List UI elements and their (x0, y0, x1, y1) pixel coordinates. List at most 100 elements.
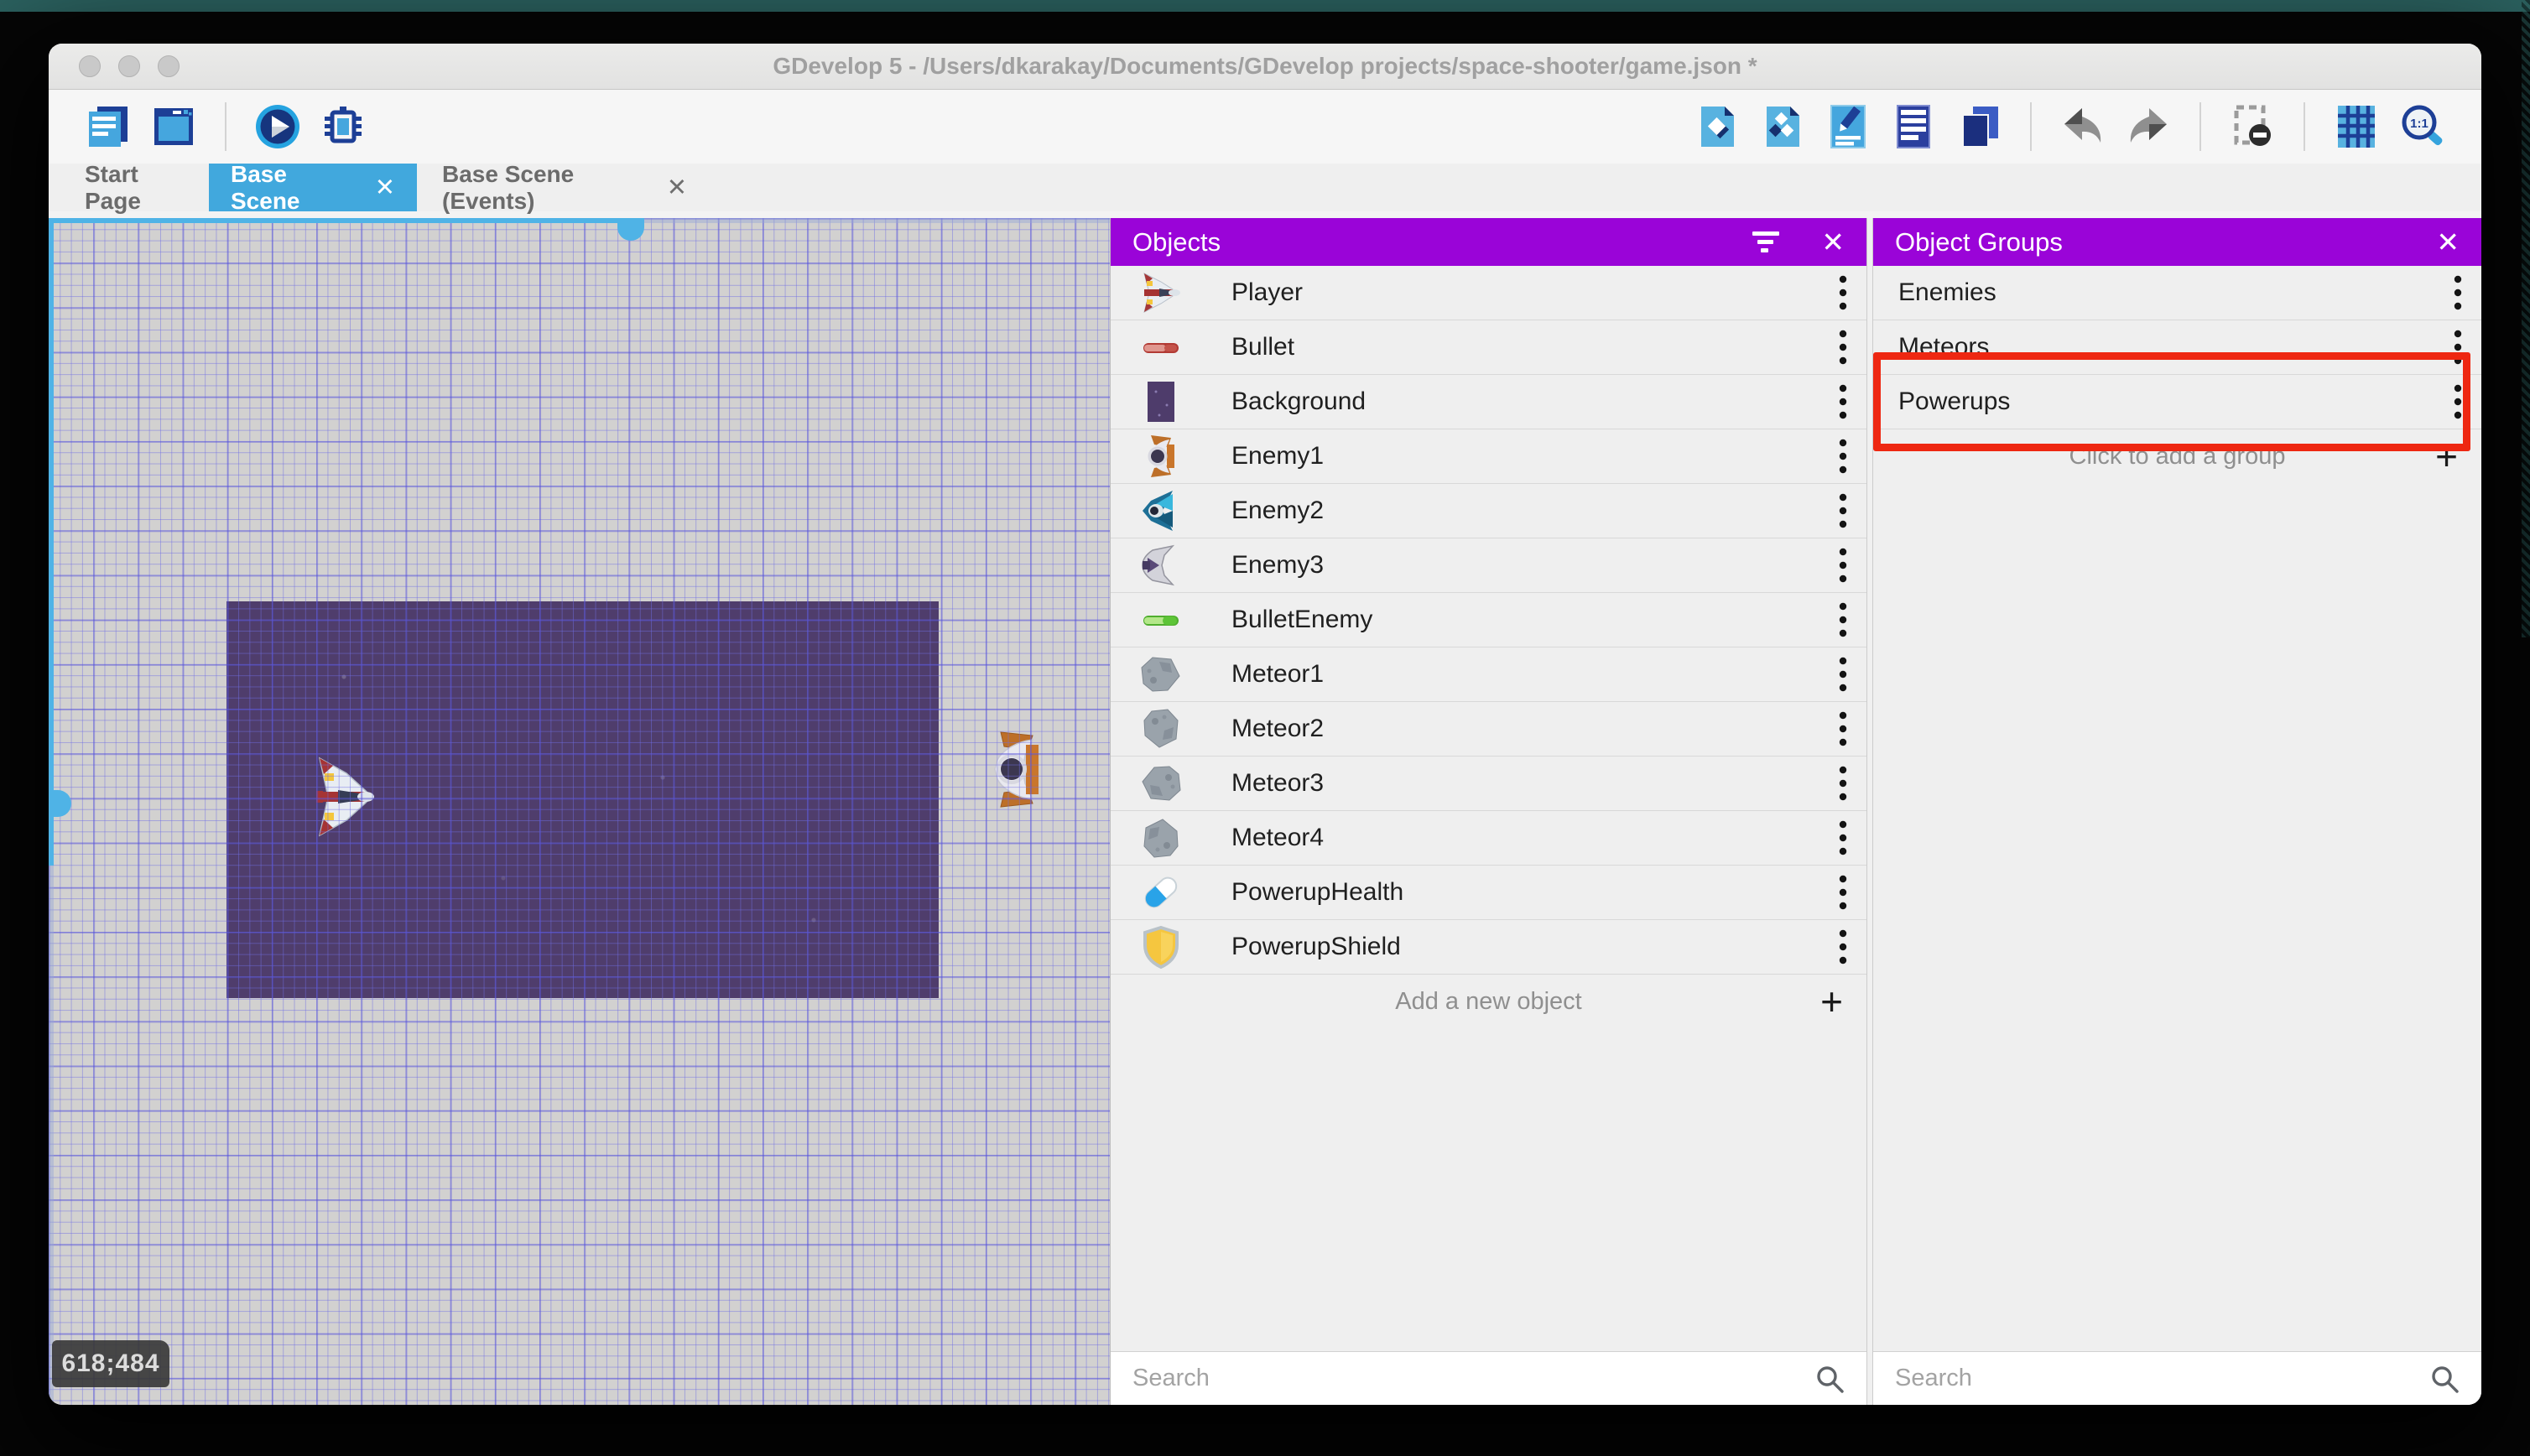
object-name: Enemy3 (1231, 551, 1325, 579)
object-row[interactable]: Meteor4 (1111, 811, 1866, 866)
tab-bar: Start Page Base Scene ✕ Base Scene (Events)… (49, 161, 2481, 214)
groups-search-input[interactable] (1895, 1365, 2429, 1392)
grid-icon[interactable] (2332, 102, 2381, 151)
layers-icon[interactable] (1955, 102, 2003, 151)
add-group-label: Click to add a group (2069, 442, 2286, 470)
player-ship-sprite[interactable] (313, 755, 377, 839)
toolbar-divider (2199, 102, 2201, 151)
kebab-menu-icon[interactable] (1838, 274, 1848, 311)
object-row[interactable]: Meteor2 (1111, 702, 1866, 757)
kebab-menu-icon[interactable] (1838, 329, 1848, 366)
group-row[interactable]: Enemies (1873, 266, 2481, 320)
object-groups-panel: Object Groups ✕ Enemies Meteors Powerups Cl… (1873, 218, 2481, 1405)
window-title: GDevelop 5 - /Users/dkarakay/Documents/G… (773, 53, 1757, 79)
minimize-window-button[interactable] (118, 55, 140, 77)
horizontal-scroll-thumb[interactable] (49, 218, 632, 223)
kebab-menu-icon[interactable] (2453, 383, 2463, 420)
object-row[interactable]: Enemy1 (1111, 429, 1866, 484)
objects-search-input[interactable] (1132, 1365, 1814, 1392)
redo-icon[interactable] (2124, 102, 2173, 151)
add-object-label: Add a new object (1395, 987, 1582, 1015)
vertical-scroll-thumb[interactable] (49, 218, 54, 866)
add-object-row[interactable]: Add a new object + (1111, 975, 1866, 1028)
object-groups-panel-header: Object Groups ✕ (1873, 218, 2481, 266)
toolbar-divider (2304, 102, 2305, 151)
instances-list-icon[interactable] (1889, 102, 1938, 151)
kebab-menu-icon[interactable] (2453, 329, 2463, 366)
tab-base-scene-events-[interactable]: Base Scene (Events) ✕ (420, 161, 709, 214)
project-manager-icon[interactable] (84, 102, 133, 151)
enemy-ship-sprite[interactable] (984, 731, 1051, 808)
object-row[interactable]: Enemy3 (1111, 538, 1866, 593)
render-options-icon[interactable] (2228, 102, 2277, 151)
enemy3-ship-icon (1139, 543, 1183, 587)
add-group-row[interactable]: Click to add a group + (1873, 429, 2481, 483)
kebab-menu-icon[interactable] (1838, 492, 1848, 529)
object-name: Meteor1 (1231, 660, 1325, 688)
meteor-icon (1139, 762, 1183, 805)
kebab-menu-icon[interactable] (1838, 438, 1848, 475)
object-row[interactable]: Background (1111, 375, 1866, 429)
object-name: Enemy2 (1231, 497, 1325, 524)
object-groups-icon[interactable] (1758, 102, 1807, 151)
enemy1-ship-icon (1139, 434, 1183, 478)
zoom-1to1-icon[interactable]: 1:1 (2397, 102, 2446, 151)
meteor-icon (1139, 816, 1183, 860)
object-row[interactable]: Bullet (1111, 320, 1866, 375)
debug-icon[interactable] (319, 102, 367, 151)
properties-icon[interactable] (1824, 102, 1872, 151)
tab-label: Start Page (85, 160, 141, 214)
close-object-groups-panel-icon[interactable]: ✕ (2436, 226, 2460, 257)
close-objects-panel-icon[interactable]: ✕ (1821, 226, 1845, 257)
undo-icon[interactable] (2059, 102, 2107, 151)
cursor-coordinates: 618;484 (52, 1340, 169, 1387)
add-object-plus-icon[interactable]: + (1820, 980, 1843, 1023)
object-name: Bullet (1231, 333, 1295, 361)
close-tab-icon[interactable]: ✕ (374, 174, 395, 201)
kebab-menu-icon[interactable] (1838, 765, 1848, 802)
preview-window-icon[interactable] (149, 102, 198, 151)
object-row[interactable]: PowerupHealth (1111, 866, 1866, 920)
tab-base-scene[interactable]: Base Scene ✕ (209, 161, 417, 214)
horizontal-scroll-handle[interactable] (617, 218, 644, 241)
kebab-menu-icon[interactable] (1838, 819, 1848, 856)
tab-label: Base Scene (Events) (442, 160, 575, 214)
svg-text:1:1: 1:1 (2410, 117, 2428, 131)
search-icon[interactable] (1814, 1364, 1845, 1394)
group-row[interactable]: Powerups (1873, 375, 2481, 429)
kebab-menu-icon[interactable] (2453, 274, 2463, 311)
title-bar: GDevelop 5 - /Users/dkarakay/Documents/G… (49, 44, 2481, 90)
kebab-menu-icon[interactable] (1838, 656, 1848, 693)
kebab-menu-icon[interactable] (1838, 928, 1848, 965)
enemy-bullet-icon (1139, 598, 1183, 642)
play-icon[interactable] (253, 102, 302, 151)
objects-icon[interactable] (1693, 102, 1741, 151)
vertical-scroll-handle[interactable] (49, 790, 71, 817)
group-row[interactable]: Meteors (1873, 320, 2481, 375)
object-row[interactable]: PowerupShield (1111, 920, 1866, 975)
object-row[interactable]: Enemy2 (1111, 484, 1866, 538)
traffic-lights (79, 55, 180, 77)
add-group-plus-icon[interactable]: + (2435, 434, 2458, 478)
editor-content: 618;484 Objects ✕ Player Bullet Backgroun (49, 218, 2481, 1405)
search-icon[interactable] (2429, 1364, 2460, 1394)
panel-divider[interactable] (1866, 218, 1873, 1405)
kebab-menu-icon[interactable] (1838, 874, 1848, 911)
close-window-button[interactable] (79, 55, 101, 77)
kebab-menu-icon[interactable] (1838, 383, 1848, 420)
object-name: Enemy1 (1231, 442, 1325, 470)
kebab-menu-icon[interactable] (1838, 710, 1848, 747)
objects-panel: Objects ✕ Player Bullet Background Enemy1 En… (1110, 218, 1866, 1405)
zoom-window-button[interactable] (158, 55, 180, 77)
kebab-menu-icon[interactable] (1838, 547, 1848, 584)
object-row[interactable]: BulletEnemy (1111, 593, 1866, 647)
filter-icon[interactable] (1751, 229, 1784, 256)
object-row[interactable]: Meteor3 (1111, 757, 1866, 811)
close-tab-icon[interactable]: ✕ (666, 174, 687, 201)
kebab-menu-icon[interactable] (1838, 601, 1848, 638)
object-row[interactable]: Meteor1 (1111, 647, 1866, 702)
object-row[interactable]: Player (1111, 266, 1866, 320)
tab-label: Base Scene (231, 160, 300, 214)
scene-canvas[interactable]: 618;484 (49, 218, 1110, 1405)
tab-start-page[interactable]: Start Page (63, 161, 206, 214)
